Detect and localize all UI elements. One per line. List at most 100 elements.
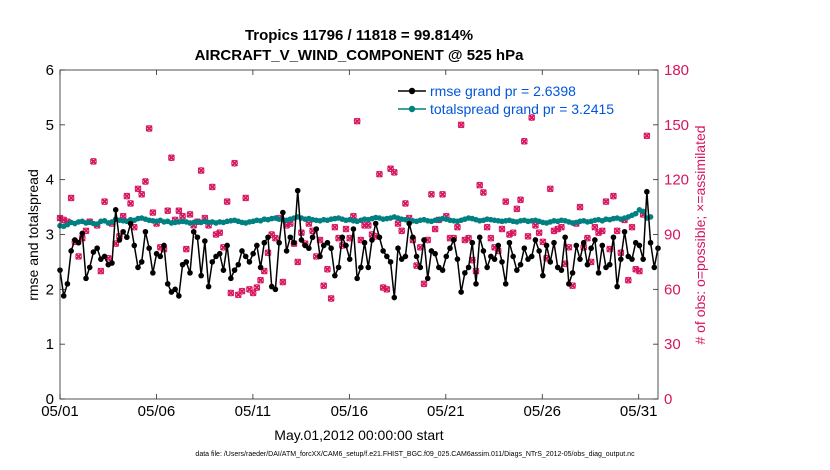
y2-axis-label: # of obs: o=possible; ×=assimilated <box>692 125 708 344</box>
obs-possible-point <box>67 194 75 202</box>
rmse-point <box>261 239 268 246</box>
obs-possible-point <box>591 223 599 231</box>
rmse-point <box>209 259 216 265</box>
obs-possible-point <box>398 227 406 235</box>
obs-assimilated-point <box>505 231 513 238</box>
x-tick-label: 05/31 <box>620 403 658 420</box>
rmse-point <box>543 242 550 249</box>
rmse-point <box>339 234 346 241</box>
rmse-point <box>172 286 178 293</box>
obs-possible-point <box>90 158 97 165</box>
obs-assimilated-point <box>465 234 473 242</box>
rmse-point <box>458 289 464 295</box>
legend-entry: rmse grand pr = 2.6398 <box>430 83 576 99</box>
obs-possible-point <box>428 190 435 198</box>
rmse-point <box>376 234 383 241</box>
obs-assimilated-point <box>186 210 194 218</box>
rmse-point <box>346 256 353 262</box>
rmse-point <box>187 270 193 276</box>
y-axis-label: rmse and totalspread <box>25 169 41 301</box>
rmse-point <box>577 256 583 262</box>
obs-assimilated-point <box>528 114 536 121</box>
obs-possible-point <box>498 225 506 233</box>
legend-marker <box>408 105 416 113</box>
rmse-point <box>547 259 554 265</box>
obs-assimilated-point <box>624 276 632 284</box>
obs-assimilated-point <box>431 225 439 233</box>
obs-possible-point <box>613 227 621 235</box>
obs-assimilated-point <box>320 282 328 290</box>
obs-possible-point <box>483 223 491 231</box>
rmse-point <box>64 281 71 287</box>
obs-possible-point <box>168 154 175 162</box>
obs-possible-point <box>149 209 157 216</box>
rmse-point <box>562 234 568 241</box>
rmse-point <box>569 270 576 276</box>
obs-possible-point <box>454 223 461 231</box>
chart-subtitle: AIRCRAFT_V_WIND_COMPONENT @ 525 hPa <box>194 47 524 64</box>
x-tick-label: 05/06 <box>138 403 176 420</box>
obs-possible-point <box>175 207 183 215</box>
rmse-point <box>216 250 223 257</box>
obs-possible-point <box>279 278 287 286</box>
obs-assimilated-point <box>327 295 335 302</box>
x-tick-label: 05/21 <box>427 403 465 420</box>
obs-possible-point <box>513 205 521 213</box>
obs-assimilated-point <box>375 170 383 178</box>
rmse-point <box>369 237 375 243</box>
rmse-point <box>502 281 509 287</box>
obs-assimilated-point <box>635 267 643 275</box>
totalspread-point <box>632 210 639 217</box>
rmse-point <box>220 267 227 273</box>
obs-assimilated-point <box>461 236 469 244</box>
rmse-point <box>335 264 342 271</box>
rmse-point <box>254 242 260 249</box>
obs-assimilated-point <box>164 207 172 215</box>
y2-tick-label: 150 <box>664 117 689 134</box>
obs-assimilated-point <box>123 192 131 200</box>
obs-assimilated-point <box>565 243 573 251</box>
rmse-point <box>287 234 294 241</box>
y-tick-label: 5 <box>46 117 54 134</box>
obs-assimilated-point <box>249 289 257 297</box>
obs-possible-point <box>439 190 446 198</box>
obs-assimilated-point <box>127 199 135 207</box>
rmse-point <box>317 253 323 260</box>
rmse-point <box>499 259 505 265</box>
y2-tick-label: 0 <box>664 391 672 408</box>
rmse-point <box>413 253 420 260</box>
obs-possible-point <box>264 249 272 257</box>
rmse-point <box>306 245 312 252</box>
rmse-point <box>491 256 498 262</box>
obs-possible-point <box>539 238 547 246</box>
rmse-point <box>294 187 301 194</box>
rmse-point <box>410 234 416 241</box>
obs-possible-point <box>127 200 134 207</box>
rmse-point <box>506 239 513 246</box>
obs-possible-point <box>145 125 153 132</box>
obs-assimilated-point <box>145 125 153 132</box>
obs-assimilated-point <box>179 212 187 220</box>
rmse-point <box>454 256 461 262</box>
rmse-point <box>629 256 635 262</box>
obs-possible-point <box>517 196 524 204</box>
obs-possible-point <box>480 189 487 196</box>
rmse-point <box>250 250 256 257</box>
y2-tick-label: 180 <box>664 62 689 79</box>
obs-possible-point <box>253 284 261 291</box>
obs-possible-point <box>520 137 528 145</box>
rmse-point <box>510 253 516 260</box>
obs-assimilated-point <box>182 245 190 253</box>
obs-assimilated-point <box>342 225 350 233</box>
rmse-point <box>614 283 620 290</box>
totalspread-series <box>57 207 654 230</box>
rmse-point <box>424 275 431 282</box>
rmse-point <box>443 253 450 260</box>
obs-assimilated-point <box>212 231 220 238</box>
obs-assimilated-point <box>101 198 109 206</box>
rmse-point <box>112 207 119 213</box>
obs-possible-point <box>342 225 350 233</box>
rmse-point <box>618 256 624 262</box>
rmse-point <box>86 264 93 271</box>
